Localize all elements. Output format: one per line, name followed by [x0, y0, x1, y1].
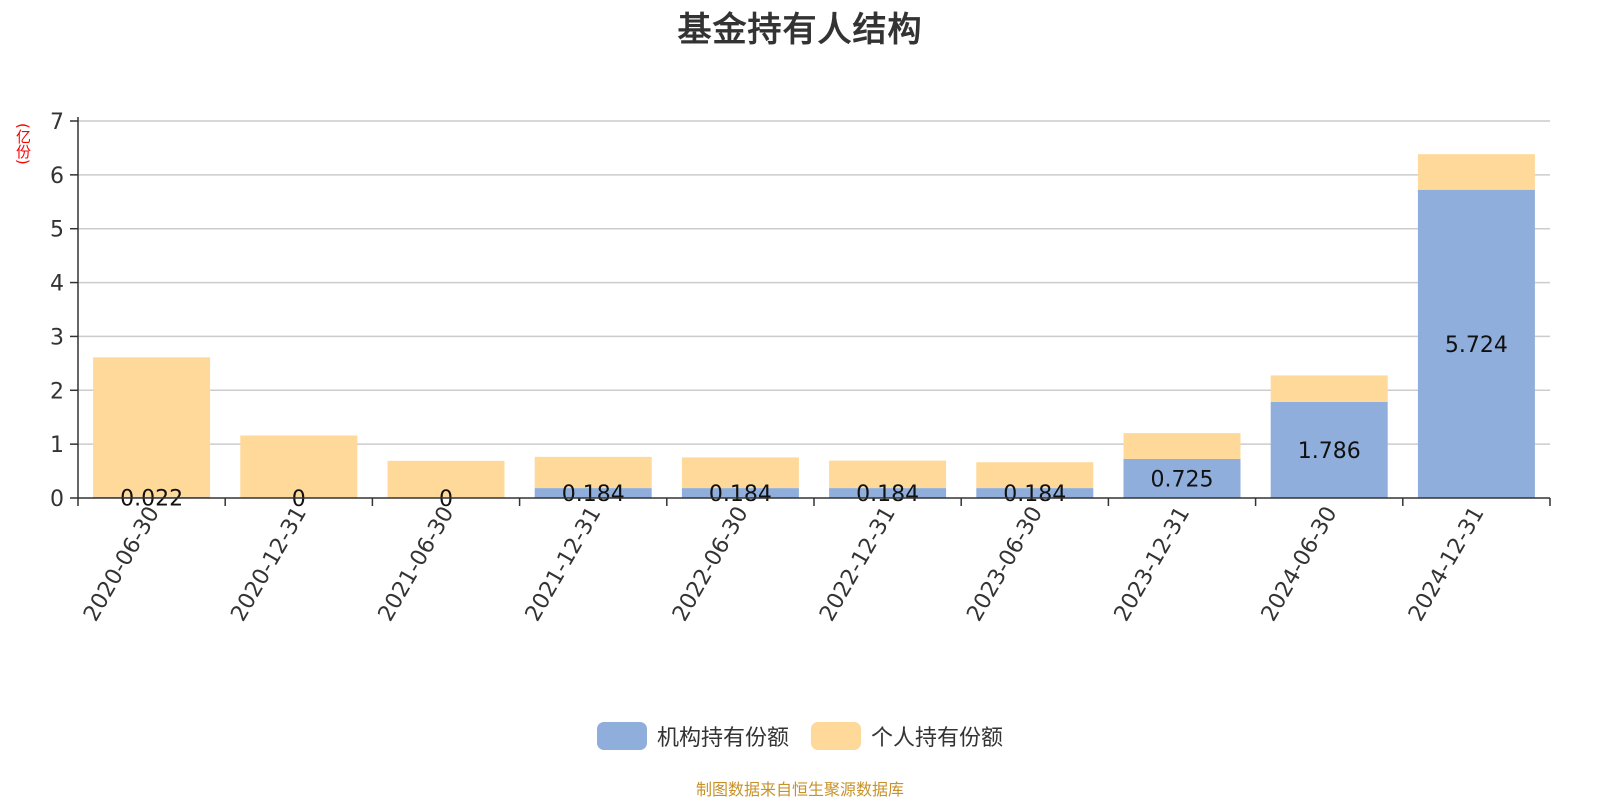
- x-tick-label: 2022-12-31: [815, 503, 901, 626]
- data-label-institutional: 0.022: [120, 486, 183, 511]
- plot-area: 0.022 0 0 0.184 0.184 0.184 0.184 0.725 1.786 5.7…: [50, 110, 1551, 626]
- bar-institutional: [1270, 401, 1388, 498]
- y-tick-label: 0: [50, 487, 64, 512]
- x-tick-label: 2022-06-30: [668, 503, 754, 626]
- bar-individual: [534, 456, 652, 489]
- data-labels: 0.022 0 0 0.184 0.184 0.184 0.184 0.725 1.786 5.7…: [120, 333, 1508, 512]
- axes: 0 1 2 3 4 5 6 7 2020-06-30 2020-12-31 2021-06-30 20…: [50, 110, 1551, 626]
- bar-institutional: [534, 488, 652, 498]
- bar-institutional: [681, 488, 799, 498]
- source-note: 制图数据来自恒生聚源数据库: [695, 780, 904, 799]
- data-label-institutional: 5.724: [1445, 333, 1508, 358]
- bar-individual: [387, 460, 505, 498]
- legend-label-individual: 个人持有份额: [871, 726, 1004, 751]
- x-tick-label: 2021-06-30: [374, 503, 460, 626]
- bar-institutional: [976, 488, 1094, 498]
- bar-individual: [976, 462, 1094, 489]
- data-label-institutional: 0.184: [709, 482, 772, 507]
- x-tick-label: 2024-06-30: [1257, 503, 1343, 626]
- bar-individual: [1417, 154, 1535, 190]
- y-tick-label: 6: [50, 164, 64, 189]
- x-tick-label: 2024-12-31: [1404, 503, 1490, 626]
- data-label-institutional: 1.786: [1298, 439, 1361, 464]
- x-tick-label: 2021-12-31: [521, 503, 607, 626]
- chart-title: 基金持有人结构: [677, 10, 923, 50]
- data-label-institutional: 0.184: [856, 482, 919, 507]
- bar-institutional: [1123, 458, 1241, 498]
- y-tick-label: 1: [50, 433, 64, 458]
- bar-individual: [1270, 375, 1388, 402]
- legend-swatch-individual: [811, 722, 861, 750]
- data-label-institutional: 0.725: [1151, 467, 1214, 492]
- x-tick-label: 2023-12-31: [1110, 503, 1196, 626]
- bar-individual: [240, 435, 358, 498]
- data-label-institutional: 0.184: [562, 482, 625, 507]
- y-tick-label: 2: [50, 379, 64, 404]
- y-axis-unit: (亿份): [14, 123, 32, 165]
- data-label-institutional: 0.184: [1003, 482, 1066, 507]
- legend-swatch-institutional: [596, 722, 647, 750]
- data-label-institutional: 0: [292, 487, 306, 512]
- y-tick-label: 4: [50, 272, 64, 297]
- y-tick-label: 7: [50, 110, 64, 135]
- legend-item-institutional[interactable]: 机构持有份额: [596, 720, 789, 752]
- bar-individual: [1123, 433, 1241, 459]
- data-label-institutional: 0: [439, 487, 453, 512]
- legend-item-individual[interactable]: 个人持有份额: [811, 720, 1003, 752]
- x-tick-label: 2020-06-30: [79, 503, 165, 626]
- bars: [93, 154, 1535, 498]
- y-tick-label: 3: [50, 325, 64, 350]
- bar-individual: [829, 460, 947, 489]
- legend-label-institutional: 机构持有份额: [656, 726, 789, 751]
- legend: 机构持有份额 个人持有份额: [0, 720, 1600, 752]
- x-tick-label: 2023-06-30: [962, 503, 1048, 626]
- y-tick-label: 5: [50, 218, 64, 243]
- x-tick-label: 2020-12-31: [226, 503, 312, 626]
- bar-individual: [681, 457, 799, 489]
- bar-individual: [93, 357, 211, 497]
- bar-institutional: [829, 488, 947, 498]
- bar-institutional: [1417, 189, 1535, 498]
